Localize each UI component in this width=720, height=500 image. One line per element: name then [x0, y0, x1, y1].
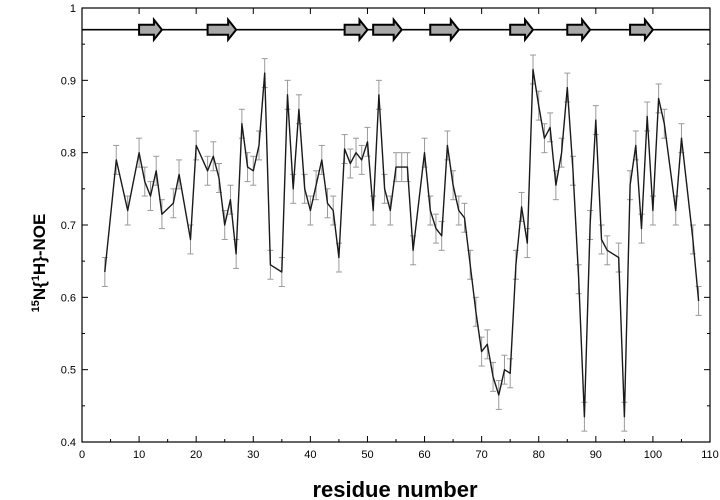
y-axis-title-iso1: 15: [30, 300, 42, 312]
plot-frame: [81, 7, 711, 443]
y-tick-label: 0.4: [61, 437, 76, 449]
x-tick-label: 10: [133, 449, 145, 461]
y-tick-label: 0.6: [61, 292, 76, 304]
beta-strand-arrow: [343, 16, 369, 43]
beta-strand-arrow: [629, 16, 655, 43]
x-tick-label: 40: [304, 449, 316, 461]
axes: [81, 7, 711, 443]
secondary-structure: [82, 16, 710, 43]
y-axis-title-iso2: 1: [30, 275, 42, 281]
beta-strand-arrow: [566, 16, 592, 43]
x-tick-label: 20: [190, 449, 202, 461]
beta-strand-arrow: [372, 16, 403, 43]
x-axis-title: residue number: [312, 477, 477, 500]
beta-strand-arrow: [509, 16, 535, 43]
beta-strand-arrow: [138, 16, 164, 43]
y-tick-label: 0.9: [61, 75, 76, 87]
x-tick-label: 90: [590, 449, 602, 461]
noe-line: [104, 68, 700, 418]
x-tick-label: 30: [247, 449, 259, 461]
y-tick-label: 0.7: [61, 220, 76, 232]
y-tick-label: 0.5: [61, 365, 76, 377]
y-axis-title: 15N{1H}-NOE: [30, 214, 49, 313]
x-tick-label: 70: [476, 449, 488, 461]
beta-strand-arrow: [429, 16, 461, 43]
x-tick-label: 100: [644, 449, 662, 461]
error-bars: [101, 54, 702, 432]
y-axis-title-mid: H}-NOE: [30, 214, 49, 275]
beta-strand-arrow: [206, 16, 238, 43]
data-series: [104, 68, 700, 418]
x-tick-label: 50: [361, 449, 373, 461]
y-tick-label: 0.8: [61, 148, 76, 160]
x-tick-label: 0: [79, 449, 85, 461]
x-tick-label: 60: [418, 449, 430, 461]
x-tick-label: 110: [701, 449, 719, 461]
tick-labels: 0 10 20 30 40 50 60 70 80 90 100 110 0.4 0.5 0.6 0.7 0.8…: [61, 3, 719, 461]
x-tick-label: 80: [533, 449, 545, 461]
y-tick-label: 1: [70, 3, 76, 15]
y-axis-title-base: N{: [30, 281, 49, 300]
